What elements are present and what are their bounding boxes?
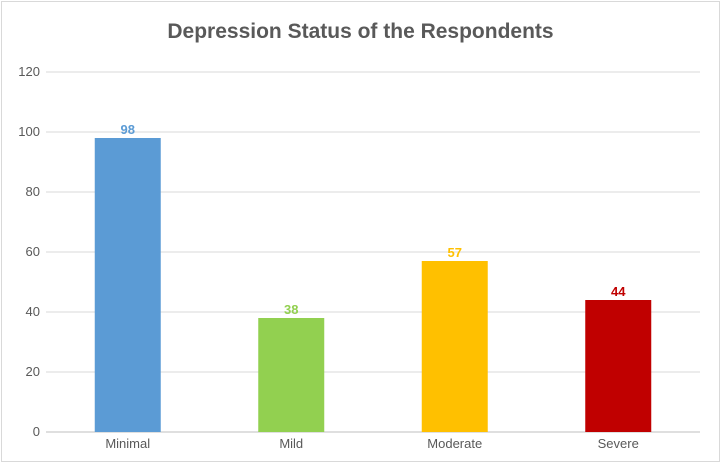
y-tick-label: 20: [26, 364, 40, 379]
y-tick-label: 40: [26, 304, 40, 319]
y-tick-label: 80: [26, 184, 40, 199]
x-tick-label: Mild: [279, 436, 303, 451]
y-tick-label: 120: [18, 64, 40, 79]
x-tick-label: Minimal: [105, 436, 150, 451]
bar: [421, 261, 488, 432]
data-label: 38: [284, 302, 298, 317]
data-label: 57: [448, 245, 462, 260]
chart-title: Depression Status of the Respondents: [167, 20, 554, 43]
bar: [258, 318, 325, 432]
x-tick-label: Severe: [598, 436, 639, 451]
bar: [585, 300, 652, 432]
data-label: 98: [121, 122, 135, 137]
x-tick-label: Moderate: [427, 436, 482, 451]
y-tick-label: 100: [18, 124, 40, 139]
y-tick-label: 0: [33, 424, 40, 439]
y-tick-label: 60: [26, 244, 40, 259]
bar: [94, 138, 161, 432]
data-label: 44: [611, 284, 626, 299]
